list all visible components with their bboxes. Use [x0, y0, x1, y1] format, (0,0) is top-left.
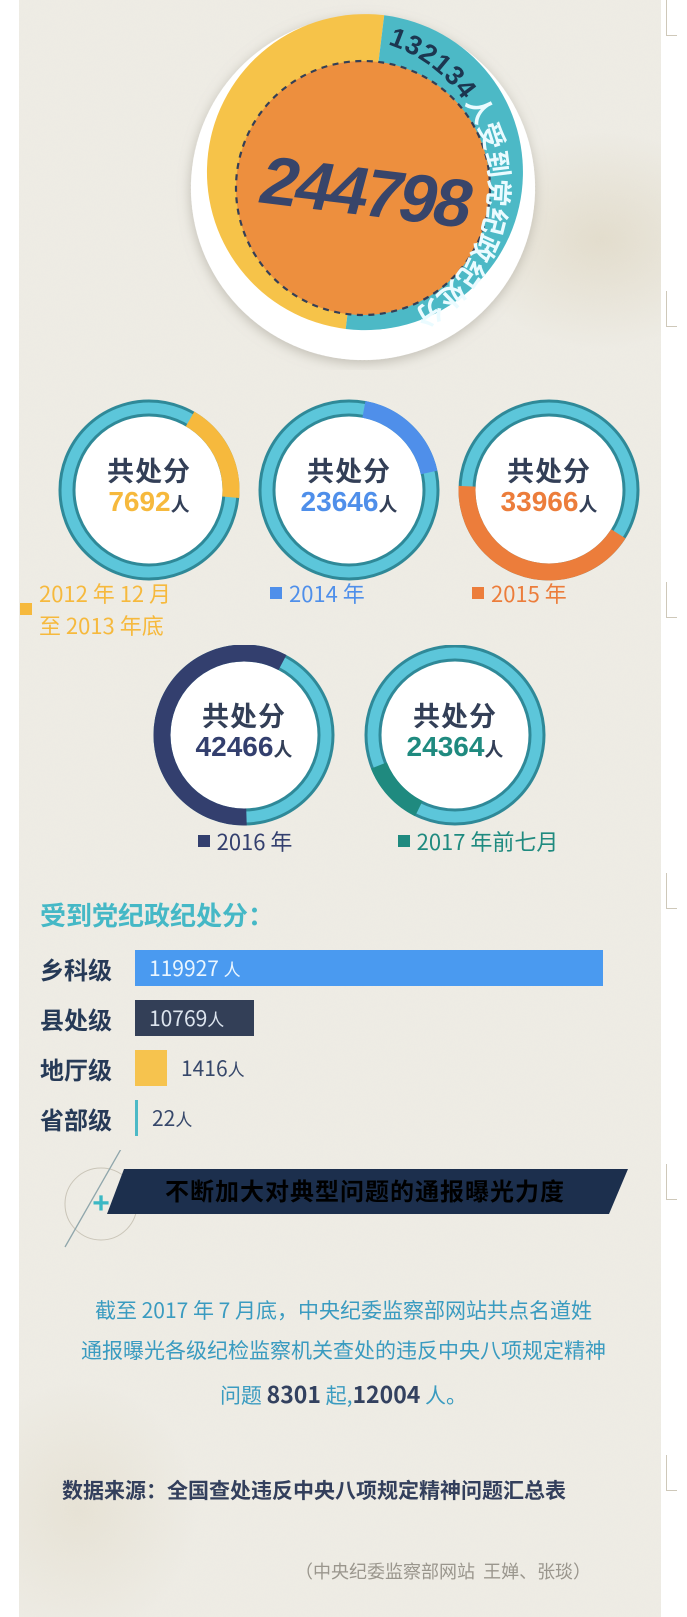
- svg-text:+: +: [92, 1187, 110, 1220]
- svg-text:不断加大对典型问题的通报曝光力度: 不断加大对典型问题的通报曝光力度: [165, 1172, 565, 1207]
